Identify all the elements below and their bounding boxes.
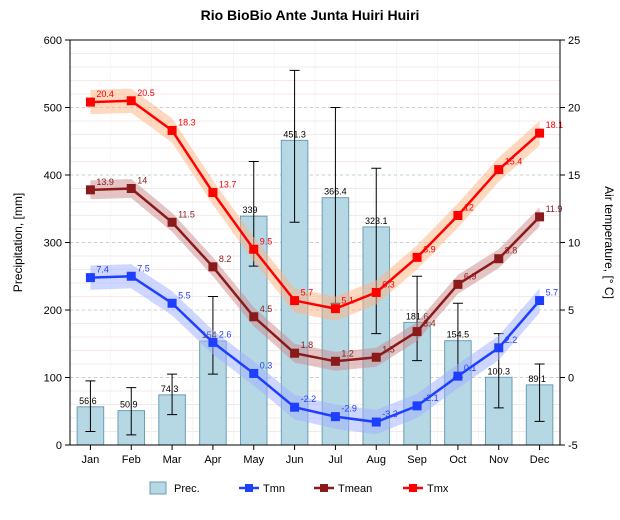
svg-text:20.5: 20.5 xyxy=(137,88,155,98)
legend-label: Tmn xyxy=(263,483,285,495)
svg-text:11.5: 11.5 xyxy=(178,209,195,219)
svg-text:-2.2: -2.2 xyxy=(301,394,317,404)
svg-text:15.4: 15.4 xyxy=(505,157,523,167)
svg-text:339: 339 xyxy=(242,205,257,215)
svg-text:Oct: Oct xyxy=(449,454,466,466)
svg-text:8.2: 8.2 xyxy=(219,254,232,264)
svg-text:Sep: Sep xyxy=(407,454,427,466)
svg-text:Feb: Feb xyxy=(122,454,141,466)
svg-text:7.5: 7.5 xyxy=(137,263,150,273)
svg-text:323.1: 323.1 xyxy=(365,216,388,226)
svg-text:4.5: 4.5 xyxy=(260,304,273,314)
svg-text:0: 0 xyxy=(568,373,574,385)
svg-text:366.4: 366.4 xyxy=(324,187,347,197)
svg-text:13.7: 13.7 xyxy=(219,180,237,190)
svg-text:5.7: 5.7 xyxy=(546,288,559,298)
svg-text:25: 25 xyxy=(568,35,580,47)
svg-text:20: 20 xyxy=(568,103,580,115)
svg-text:Jan: Jan xyxy=(82,454,100,466)
chart-svg: 56.650.974.3154339451.3366.4323.1181.615… xyxy=(0,0,620,520)
svg-text:154.5: 154.5 xyxy=(447,330,470,340)
svg-text:100: 100 xyxy=(44,373,62,385)
svg-text:56.6: 56.6 xyxy=(79,396,97,406)
svg-text:0: 0 xyxy=(56,440,62,452)
svg-text:400: 400 xyxy=(44,170,62,182)
svg-text:1.5: 1.5 xyxy=(382,344,395,354)
svg-text:6.3: 6.3 xyxy=(382,279,395,289)
svg-text:74.3: 74.3 xyxy=(161,384,179,394)
svg-text:2.6: 2.6 xyxy=(219,329,232,339)
svg-text:200: 200 xyxy=(44,305,62,317)
svg-text:Air temperature, [° C]: Air temperature, [° C] xyxy=(602,186,616,299)
svg-text:14: 14 xyxy=(137,176,147,186)
svg-text:7.4: 7.4 xyxy=(96,265,109,275)
svg-text:May: May xyxy=(243,454,264,466)
svg-text:10: 10 xyxy=(568,238,580,250)
svg-text:5: 5 xyxy=(568,305,574,317)
svg-text:5.1: 5.1 xyxy=(341,296,354,306)
svg-text:50.9: 50.9 xyxy=(120,400,138,410)
svg-text:8.9: 8.9 xyxy=(423,244,436,254)
legend-label: Tmean xyxy=(338,483,372,495)
svg-text:100.3: 100.3 xyxy=(487,366,510,376)
svg-text:1.8: 1.8 xyxy=(301,340,314,350)
svg-text:-3.3: -3.3 xyxy=(382,409,398,419)
svg-text:Mar: Mar xyxy=(163,454,182,466)
svg-text:Precipitation, [mm]: Precipitation, [mm] xyxy=(11,193,25,292)
svg-text:Aug: Aug xyxy=(366,454,386,466)
svg-text:1.2: 1.2 xyxy=(341,348,354,358)
svg-text:Nov: Nov xyxy=(489,454,509,466)
svg-text:5.7: 5.7 xyxy=(301,288,314,298)
svg-text:500: 500 xyxy=(44,103,62,115)
svg-text:300: 300 xyxy=(44,238,62,250)
svg-text:451.3: 451.3 xyxy=(283,129,306,139)
svg-text:20.4: 20.4 xyxy=(96,89,114,99)
climate-chart: 56.650.974.3154339451.3366.4323.1181.615… xyxy=(0,0,620,520)
svg-text:9.5: 9.5 xyxy=(260,236,273,246)
svg-text:8.8: 8.8 xyxy=(505,246,518,256)
svg-text:6.9: 6.9 xyxy=(464,271,477,281)
svg-text:2.2: 2.2 xyxy=(505,335,518,345)
svg-text:5.5: 5.5 xyxy=(178,290,191,300)
svg-text:Jun: Jun xyxy=(286,454,304,466)
svg-text:15: 15 xyxy=(568,170,580,182)
svg-text:0.1: 0.1 xyxy=(464,363,477,373)
svg-text:Apr: Apr xyxy=(204,454,221,466)
svg-text:-2.9: -2.9 xyxy=(341,404,357,414)
svg-text:Dec: Dec xyxy=(530,454,550,466)
legend-label: Tmx xyxy=(427,483,449,495)
svg-text:3.4: 3.4 xyxy=(423,319,436,329)
svg-text:18.3: 18.3 xyxy=(178,117,196,127)
svg-text:-5: -5 xyxy=(568,440,578,452)
svg-text:13.9: 13.9 xyxy=(96,177,114,187)
svg-text:0.3: 0.3 xyxy=(260,360,273,370)
svg-text:-2.1: -2.1 xyxy=(423,393,439,403)
legend-label: Prec. xyxy=(174,483,200,495)
svg-text:Jul: Jul xyxy=(328,454,342,466)
svg-text:600: 600 xyxy=(44,35,62,47)
svg-text:12: 12 xyxy=(464,203,474,213)
chart-title: Rio BioBio Ante Junta Huiri Huiri xyxy=(201,7,420,23)
svg-text:89.1: 89.1 xyxy=(528,374,546,384)
